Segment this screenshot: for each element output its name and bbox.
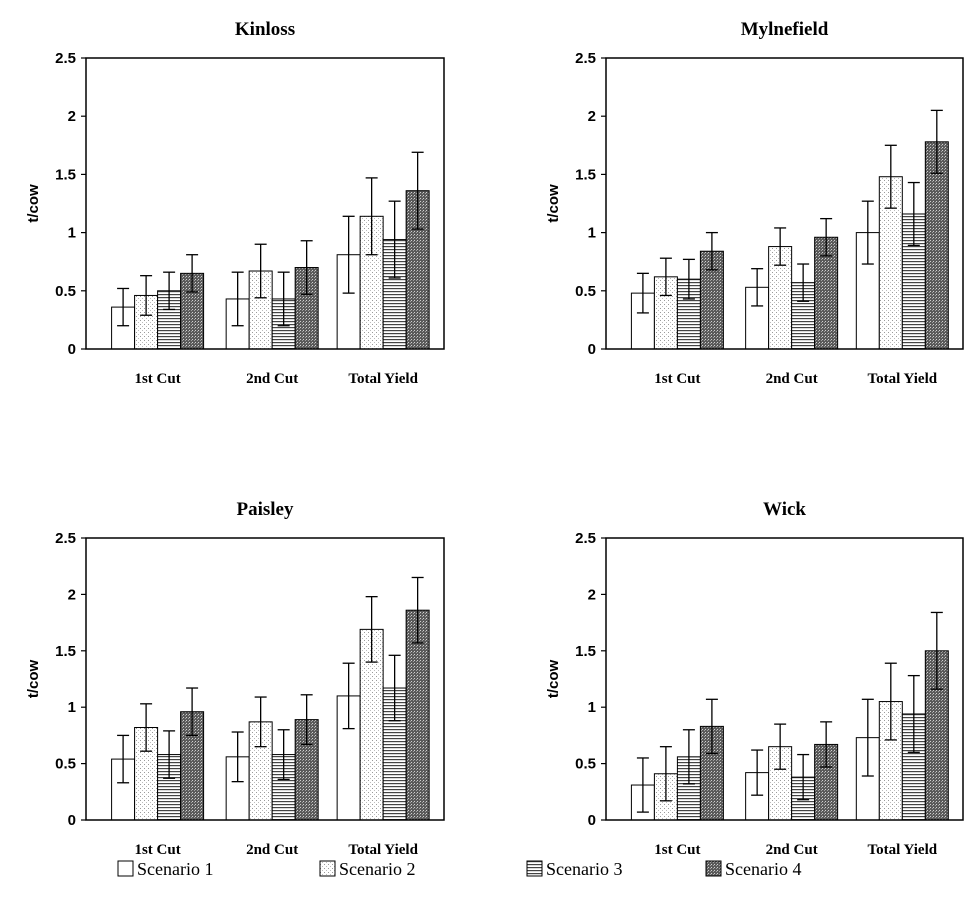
plot-frame [85,537,445,821]
y-tick-label: 2.5 [55,530,76,547]
legend-label: Scenario 4 [725,859,801,879]
legend-swatch-scenario-1 [117,860,134,877]
x-category-label: Total Yield [868,371,938,387]
y-axis-label: t/cow [25,184,42,223]
legend-label: Scenario 1 [137,859,213,879]
y-tick-label: 1 [68,699,76,716]
y-tick-label: 2.5 [575,50,596,67]
x-category-label: 2nd Cut [246,371,298,387]
y-tick-label: 0 [588,341,596,358]
chart-wick: Wick t/cow 0 0.5 1 1.5 2 2.5 1st Cut 2nd Cut Total… [545,499,964,858]
y-axis-label: t/cow [545,660,562,699]
x-category-label: 1st Cut [134,371,180,387]
chart-title: Wick [763,499,806,520]
chart-paisley: Paisley t/cow 0 0.5 1 1.5 2 2.5 1st Cut 2nd Cut To… [25,499,445,858]
plot-frame [605,57,964,350]
y-tick-label: 0 [588,812,596,829]
x-category-label: 2nd Cut [766,371,818,387]
x-category-label: 1st Cut [654,371,700,387]
y-tick-label: 0.5 [575,283,596,300]
y-tick-label: 0 [68,341,76,358]
x-category-label: 2nd Cut [246,842,298,858]
x-category-label: Total Yield [868,842,938,858]
chart-mylnefield: Mylnefield t/cow 0 0.5 1 1.5 2 2.5 1st Cut 2nd Cu… [545,19,964,387]
y-axis-label: t/cow [25,660,42,699]
x-category-label: 1st Cut [654,842,700,858]
chart-kinloss: Kinloss t/cow 0 0.5 1 1.5 2 2.5 1st Cut 2nd Cut To… [25,19,445,387]
legend-label: Scenario 3 [546,859,622,879]
legend-swatch-scenario-2 [319,860,336,877]
legend: Scenario 1 Scenario 2 Scenario 3 Scenario 4 [117,859,801,879]
y-tick-label: 1 [588,225,596,242]
y-tick-label: 1.5 [55,643,76,660]
plot-frame [85,57,445,350]
y-tick-label: 0.5 [55,756,76,773]
y-tick-label: 1 [68,225,76,242]
chart-title: Paisley [237,499,294,520]
y-tick-label: 2 [588,108,596,125]
y-tick-label: 0.5 [575,756,596,773]
legend-swatch-scenario-4 [705,860,722,877]
y-tick-label: 2.5 [55,50,76,67]
y-tick-label: 1.5 [575,166,596,183]
legend-swatch-scenario-3 [526,860,543,877]
y-tick-label: 2.5 [575,530,596,547]
y-tick-label: 1.5 [575,643,596,660]
chart-title: Kinloss [235,19,295,40]
chart-title: Mylnefield [741,19,829,40]
y-tick-label: 0.5 [55,283,76,300]
y-tick-label: 2 [68,586,76,603]
x-category-label: Total Yield [348,842,418,858]
x-category-label: 2nd Cut [766,842,818,858]
y-tick-label: 0 [68,812,76,829]
plot-frame [605,537,964,821]
x-category-label: 1st Cut [134,842,180,858]
legend-label: Scenario 2 [339,859,415,879]
y-axis-label: t/cow [545,184,562,223]
y-tick-label: 2 [68,108,76,125]
y-tick-label: 1.5 [55,166,76,183]
x-category-label: Total Yield [348,371,418,387]
y-tick-label: 2 [588,586,596,603]
y-tick-label: 1 [588,699,596,716]
